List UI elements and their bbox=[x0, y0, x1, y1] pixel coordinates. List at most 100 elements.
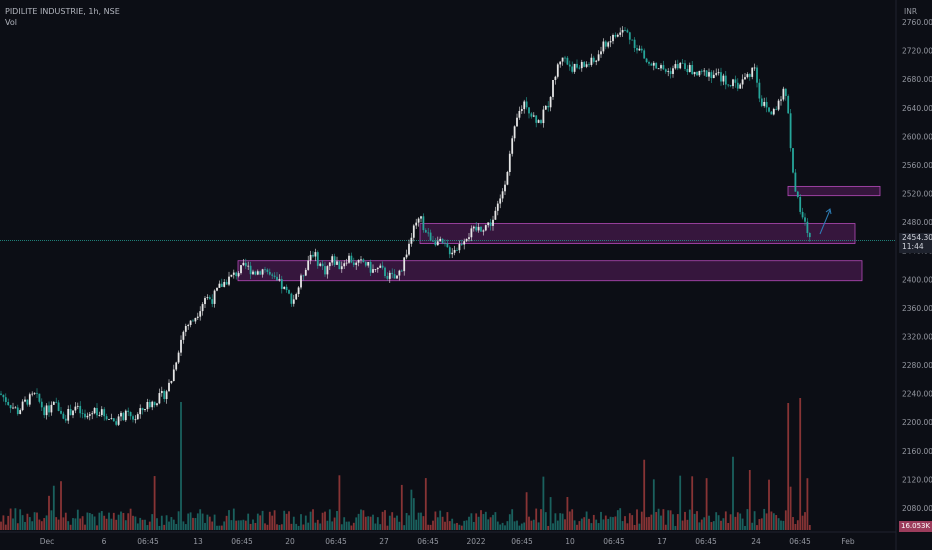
candle-body bbox=[213, 290, 216, 304]
time-tick-label: 24 bbox=[751, 537, 761, 546]
volume-bar bbox=[446, 512, 449, 530]
volume-bar bbox=[760, 518, 763, 530]
volume-bar bbox=[134, 516, 137, 530]
volume-bar bbox=[751, 522, 754, 530]
candle-body bbox=[782, 88, 785, 100]
volume-bar bbox=[429, 524, 432, 530]
trend-arrow-head bbox=[825, 208, 832, 215]
candle-body bbox=[108, 419, 110, 420]
candle-body bbox=[684, 63, 686, 69]
volume-bar bbox=[163, 524, 166, 530]
candle-body bbox=[732, 79, 734, 87]
candle-body bbox=[50, 404, 53, 413]
candle-body bbox=[156, 403, 158, 406]
candle-body bbox=[470, 228, 473, 238]
price-tick-label: 2080.00 bbox=[902, 504, 932, 513]
volume-bar bbox=[465, 520, 468, 530]
volume-bar bbox=[412, 498, 415, 530]
candle-body bbox=[33, 392, 36, 394]
candle-body bbox=[751, 67, 754, 77]
volume-bar bbox=[520, 523, 523, 530]
volume-bar bbox=[722, 518, 725, 530]
volume-bar bbox=[112, 512, 115, 530]
volume-bar bbox=[158, 525, 161, 530]
volume-bar bbox=[273, 510, 276, 530]
candle-body bbox=[398, 270, 401, 276]
volume-bar bbox=[585, 511, 588, 530]
candle-body bbox=[456, 249, 458, 251]
candle-body bbox=[624, 29, 626, 31]
candle-body bbox=[292, 299, 295, 304]
volume-bar bbox=[667, 510, 670, 530]
volume-bar bbox=[280, 524, 283, 530]
candle-body bbox=[2, 394, 5, 398]
volume-bar bbox=[676, 514, 679, 530]
candle-body bbox=[237, 273, 240, 277]
volume-bar bbox=[573, 520, 576, 530]
volume-bar bbox=[230, 520, 233, 530]
volume-bar bbox=[139, 517, 142, 530]
volume-bar bbox=[141, 519, 144, 530]
candle-body bbox=[367, 261, 370, 266]
candle-body bbox=[88, 414, 91, 416]
volume-bar bbox=[72, 518, 74, 530]
candle-body bbox=[206, 297, 209, 299]
time-tick-label: Dec bbox=[40, 537, 55, 546]
volume-bar bbox=[631, 515, 634, 530]
volume-bar bbox=[372, 514, 374, 530]
candle-body bbox=[508, 153, 511, 173]
candle-body bbox=[597, 54, 600, 61]
volume-bar bbox=[360, 509, 362, 530]
volume-bar bbox=[645, 517, 648, 530]
volume-bar bbox=[148, 521, 151, 530]
volume-bar bbox=[40, 521, 43, 530]
candle-body bbox=[100, 409, 103, 416]
candle-body bbox=[26, 399, 29, 405]
volume-bar bbox=[727, 523, 730, 530]
candle-body bbox=[146, 401, 149, 410]
candle-body bbox=[410, 237, 413, 244]
candle-body bbox=[540, 120, 542, 124]
candle-body bbox=[573, 63, 576, 72]
candle-body bbox=[547, 105, 550, 108]
volume-bar bbox=[48, 495, 50, 530]
candle-body bbox=[405, 254, 408, 258]
candle-body bbox=[55, 401, 58, 403]
candle-body bbox=[105, 416, 108, 420]
volume-bar bbox=[609, 516, 612, 530]
volume-bar bbox=[122, 512, 125, 530]
volume-bar bbox=[784, 510, 787, 530]
candle-body bbox=[336, 261, 338, 265]
volume-bar bbox=[669, 510, 672, 530]
volume-bar bbox=[189, 512, 192, 530]
volume-bar bbox=[480, 510, 482, 530]
volume-bar bbox=[660, 515, 662, 530]
candle-body bbox=[261, 269, 264, 275]
volume-bar bbox=[516, 520, 518, 530]
volume-bar bbox=[103, 515, 106, 530]
volume-bar bbox=[151, 514, 154, 530]
candle-body bbox=[520, 109, 523, 111]
volume-bar bbox=[806, 478, 809, 530]
volume-bar bbox=[734, 516, 737, 530]
candle-body bbox=[501, 191, 504, 199]
volume-bar bbox=[458, 524, 461, 530]
volume-bar bbox=[314, 522, 317, 530]
volume-bar bbox=[686, 519, 689, 530]
candle-body bbox=[211, 299, 214, 304]
candle-body bbox=[4, 397, 7, 403]
candle-body bbox=[681, 62, 684, 64]
volume-bar bbox=[544, 512, 547, 530]
candle-body bbox=[136, 414, 139, 420]
price-tick-label: 2120.00 bbox=[902, 475, 932, 484]
candle-body bbox=[252, 271, 254, 275]
trend-arrow bbox=[819, 209, 831, 235]
candle-body bbox=[93, 407, 96, 414]
volume-bar bbox=[612, 517, 614, 530]
volume-bar bbox=[717, 515, 720, 530]
candle-body bbox=[288, 290, 290, 294]
volume-bar bbox=[326, 520, 329, 530]
candle-body bbox=[645, 58, 648, 63]
volume-bar bbox=[247, 513, 250, 530]
